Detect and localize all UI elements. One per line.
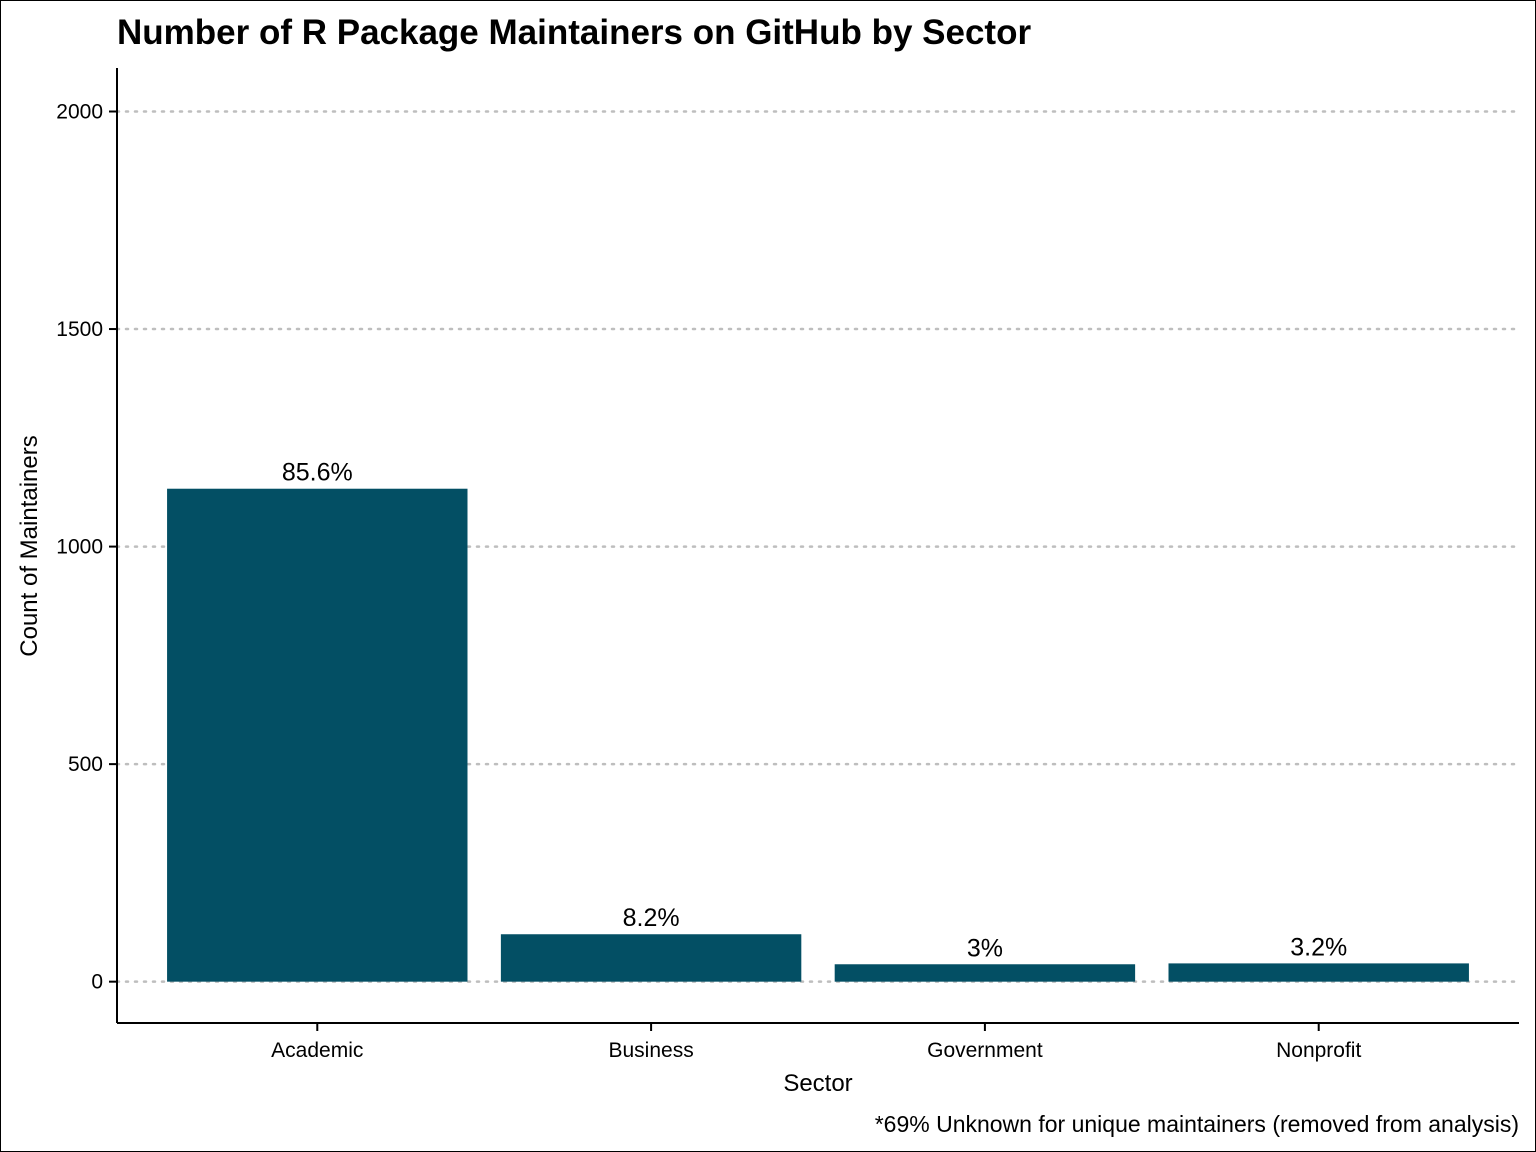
chart-title: Number of R Package Maintainers on GitHu… [117, 13, 1031, 52]
y-tick-label: 2000 [56, 101, 103, 124]
bar-business [500, 934, 802, 982]
data-label-government: 3% [967, 934, 1003, 962]
data-labels: 85.6% 8.2% 3% 3.2% [282, 459, 1347, 963]
bar-nonprofit [1168, 963, 1469, 982]
data-label-nonprofit: 3.2% [1290, 933, 1347, 961]
x-tick-label-nonprofit: Nonprofit [1276, 1039, 1361, 1062]
x-tick-label-academic: Academic [271, 1039, 363, 1062]
bars [167, 488, 1469, 982]
bar-government [834, 964, 1136, 982]
bar-academic [167, 488, 468, 982]
y-axis-ticks: 0 500 1000 1500 2000 [56, 101, 117, 994]
data-label-business: 8.2% [623, 904, 680, 932]
y-axis-title: Count of Maintainers [16, 435, 43, 656]
x-axis-title: Sector [783, 1070, 852, 1097]
x-axis-ticks: Academic Business Government Nonprofit [271, 1023, 1361, 1062]
y-tick-label: 1000 [56, 536, 103, 559]
y-tick-label: 1500 [56, 318, 103, 341]
x-tick-label-business: Business [608, 1039, 693, 1062]
x-tick-label-government: Government [927, 1039, 1043, 1062]
data-label-academic: 85.6% [282, 459, 353, 487]
chart-caption: *69% Unknown for unique maintainers (rem… [875, 1111, 1519, 1137]
y-tick-label: 0 [91, 971, 103, 994]
y-tick-label: 500 [68, 753, 103, 776]
